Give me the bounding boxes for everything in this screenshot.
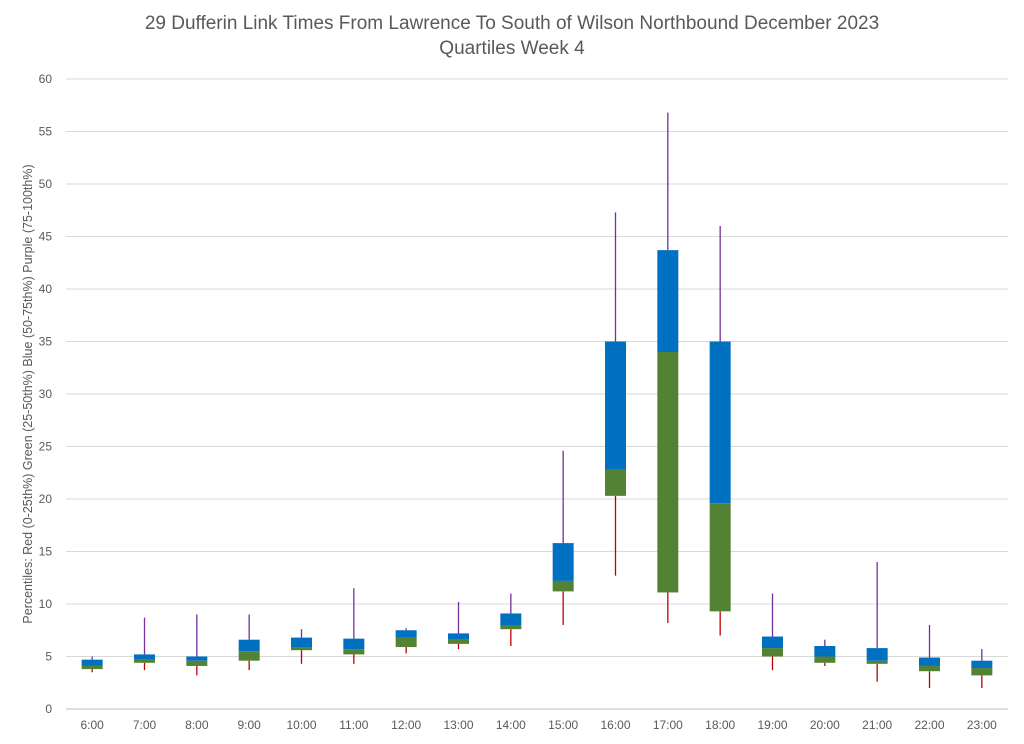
y-tick-label: 30 xyxy=(39,387,53,401)
box-lower xyxy=(238,651,260,661)
x-tick-label: 12:00 xyxy=(391,718,421,732)
y-tick-label: 35 xyxy=(39,335,53,349)
box-upper xyxy=(971,660,993,669)
chart-title: 29 Dufferin Link Times From Lawrence To … xyxy=(144,13,880,34)
box-lower xyxy=(709,503,731,612)
x-tick-label: 14:00 xyxy=(496,718,526,732)
box-upper xyxy=(552,543,574,581)
x-tick-label: 7:00 xyxy=(133,718,157,732)
x-tick-label: 9:00 xyxy=(237,718,261,732)
box-upper xyxy=(343,638,365,650)
y-axis-ticks: 0 5 10 15 20 25 30 35 40 45 50 55 60 xyxy=(39,72,53,716)
box-upper xyxy=(919,657,940,666)
box-lower xyxy=(343,649,365,655)
box-lower xyxy=(291,647,312,651)
box-lower xyxy=(605,469,626,496)
box-lower xyxy=(866,660,888,664)
box-upper xyxy=(709,341,731,504)
box-upper xyxy=(291,637,312,648)
y-tick-label: 45 xyxy=(39,230,53,244)
box-upper xyxy=(81,659,103,666)
box-upper xyxy=(238,639,260,652)
box-upper xyxy=(866,648,888,661)
box-lower xyxy=(134,659,155,663)
x-tick-label: 16:00 xyxy=(600,718,630,732)
box-upper xyxy=(395,630,417,638)
y-tick-label: 5 xyxy=(45,650,52,664)
box-lower xyxy=(971,668,993,676)
box-upper xyxy=(605,341,626,470)
y-tick-label: 60 xyxy=(39,72,53,86)
x-tick-label: 15:00 xyxy=(548,718,578,732)
box-upper xyxy=(657,250,679,352)
box-upper xyxy=(134,654,155,660)
y-tick-label: 50 xyxy=(39,177,53,191)
x-tick-label: 17:00 xyxy=(653,718,683,732)
box-lower xyxy=(395,637,417,648)
box-upper xyxy=(186,656,208,661)
box-upper xyxy=(814,646,836,657)
gridlines xyxy=(66,78,1008,710)
x-tick-label: 18:00 xyxy=(705,718,735,732)
box-lower xyxy=(657,352,679,593)
box-lower xyxy=(81,665,103,670)
box-upper xyxy=(762,636,783,649)
box-upper xyxy=(448,633,469,640)
y-tick-label: 0 xyxy=(45,702,52,716)
box-lower xyxy=(919,665,940,672)
box-lower xyxy=(552,580,574,592)
x-tick-label: 23:00 xyxy=(967,718,997,732)
x-tick-label: 21:00 xyxy=(862,718,892,732)
x-axis-ticks: 6:00 7:00 8:00 9:00 10:00 11:00 12:00 13:00 14:0… xyxy=(80,718,997,732)
y-tick-label: 15 xyxy=(39,545,53,559)
x-tick-label: 19:00 xyxy=(757,718,787,732)
box-lower xyxy=(448,639,469,644)
y-tick-label: 25 xyxy=(39,440,53,454)
box-lower xyxy=(814,656,836,663)
x-tick-label: 20:00 xyxy=(810,718,840,732)
box-lower xyxy=(186,660,208,666)
y-axis-label: Percentiles: Red (0-25th%) Green (25-50t… xyxy=(21,164,35,623)
box-upper xyxy=(500,613,522,625)
x-tick-label: 6:00 xyxy=(80,718,104,732)
box-lower xyxy=(762,648,783,657)
chart-subtitle: Quartiles Week 4 xyxy=(439,38,585,59)
x-tick-label: 10:00 xyxy=(286,718,316,732)
x-tick-label: 8:00 xyxy=(185,718,209,732)
box-lower xyxy=(500,625,522,630)
x-tick-label: 13:00 xyxy=(443,718,473,732)
y-tick-label: 55 xyxy=(39,125,53,139)
x-tick-label: 11:00 xyxy=(339,718,368,732)
y-tick-label: 10 xyxy=(39,597,53,611)
x-tick-label: 22:00 xyxy=(914,718,944,732)
boxes xyxy=(81,112,993,688)
y-tick-label: 20 xyxy=(39,492,53,506)
y-tick-label: 40 xyxy=(39,282,53,296)
